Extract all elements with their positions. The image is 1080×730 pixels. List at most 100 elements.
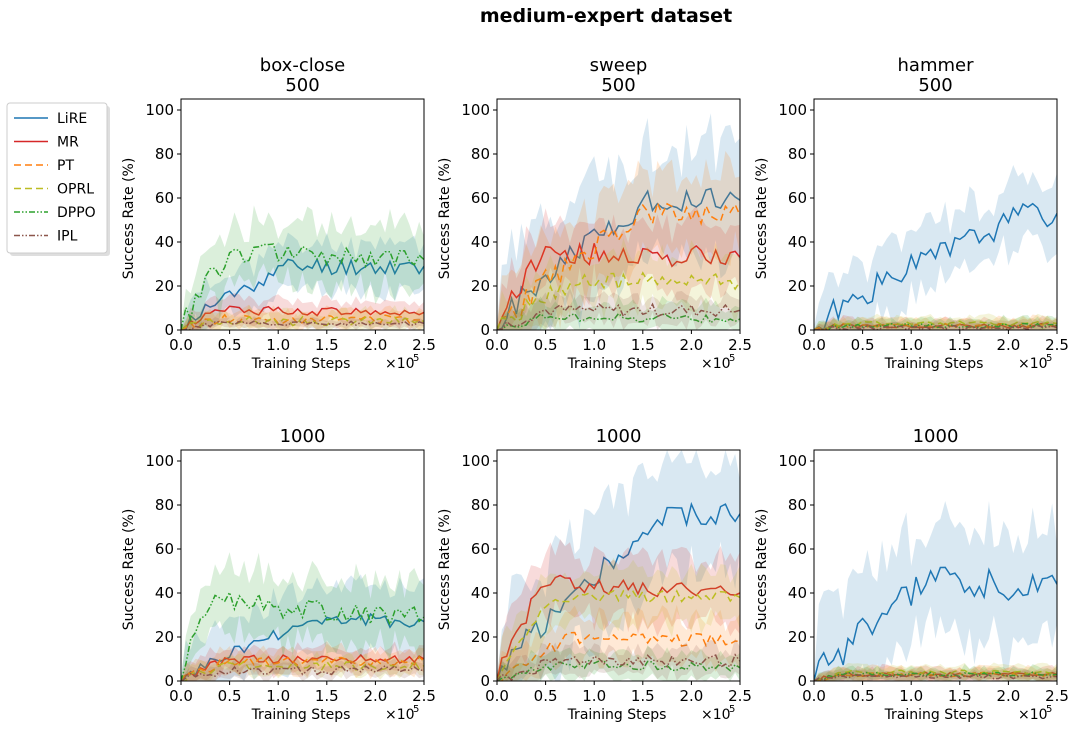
- x-tick-label: 0.0: [485, 687, 509, 705]
- y-tick-label: 20: [788, 277, 807, 295]
- x-tick-label: 2.5: [728, 336, 752, 354]
- panel-title: 1000: [913, 426, 959, 447]
- y-tick-label: 60: [471, 540, 490, 558]
- x-axis-multiplier: ×10: [1018, 356, 1048, 372]
- series-line-pt: [814, 322, 1057, 330]
- y-tick-label: 100: [461, 452, 490, 470]
- band-ipl: [181, 657, 424, 681]
- panel-1: 0.0 0.5 1.0 1.5 2.0 2.5 0 20 40 60 80 100 Training S…: [121, 55, 436, 372]
- band-lire: [814, 164, 1057, 330]
- x-tick-label: 2.0: [679, 336, 703, 354]
- x-axis-exponent: 5: [1046, 704, 1052, 715]
- series-line-dppo: [181, 590, 424, 681]
- y-axis-label: Success Rate (%): [121, 158, 137, 280]
- x-tick-label: 1.0: [582, 687, 606, 705]
- x-tick-label: 1.0: [899, 687, 923, 705]
- figure-suptitle: medium-expert dataset: [480, 5, 732, 27]
- series-line-mr: [497, 574, 740, 681]
- series-line-oprl: [497, 271, 740, 330]
- y-tick-label: 0: [164, 321, 174, 339]
- x-axis-label: Training Steps: [884, 707, 984, 723]
- band-dppo: [497, 645, 740, 681]
- band-ipl: [181, 316, 424, 330]
- y-axis-label: Success Rate (%): [754, 158, 770, 280]
- series-line-dppo: [497, 312, 740, 330]
- legend: LiRE MR PT OPRL DPPO IPL: [6, 102, 110, 256]
- y-tick-label: 80: [788, 496, 807, 514]
- y-tick-label: 80: [155, 496, 174, 514]
- y-tick-label: 40: [788, 233, 807, 251]
- band-pt: [497, 150, 740, 330]
- x-tick-label: 2.5: [728, 687, 752, 705]
- y-tick-label: 80: [471, 496, 490, 514]
- axes-frame: [496, 98, 741, 331]
- series-line-mr: [814, 671, 1057, 681]
- band-lire: [814, 500, 1057, 681]
- y-tick-label: 40: [471, 584, 490, 602]
- x-tick-label: 0.5: [218, 336, 242, 354]
- y-tick-label: 100: [778, 101, 807, 119]
- series-line-pt: [497, 631, 740, 681]
- x-tick-label: 1.5: [948, 336, 972, 354]
- y-tick-label: 20: [471, 277, 490, 295]
- y-tick-label: 60: [788, 189, 807, 207]
- x-tick-label: 0.0: [169, 687, 193, 705]
- panel-5: 0.0 0.5 1.0 1.5 2.0 2.5 0 20 40 60 80 100 Training S…: [437, 426, 752, 723]
- x-tick-label: 2.0: [679, 687, 703, 705]
- series-line-ipl: [497, 653, 740, 681]
- x-tick-label: 0.5: [218, 687, 242, 705]
- series-line-lire: [181, 612, 424, 681]
- y-tick-label: 60: [788, 540, 807, 558]
- legend-label-dppo: DPPO: [57, 205, 96, 221]
- x-axis-exponent: 5: [729, 353, 735, 364]
- x-tick-label: 0.5: [534, 336, 558, 354]
- x-axis-multiplier: ×10: [385, 707, 415, 723]
- series-line-pt: [497, 200, 740, 330]
- y-tick-label: 40: [788, 584, 807, 602]
- y-tick-label: 20: [471, 628, 490, 646]
- chart-grid: 0.0 0.5 1.0 1.5 2.0 2.5 0 20 40 60 80 100 Training S…: [121, 55, 1069, 723]
- x-axis-label: Training Steps: [567, 356, 667, 372]
- y-tick-label: 40: [155, 233, 174, 251]
- legend-label-lire: LiRE: [57, 111, 87, 127]
- x-tick-label: 2.0: [996, 687, 1020, 705]
- x-tick-label: 2.0: [363, 687, 387, 705]
- y-tick-label: 60: [155, 189, 174, 207]
- x-tick-label: 2.0: [996, 336, 1020, 354]
- band-ipl: [497, 638, 740, 681]
- band-oprl: [181, 651, 424, 681]
- y-tick-label: 0: [797, 672, 807, 690]
- band-mr: [181, 293, 424, 330]
- series-line-dppo: [181, 243, 424, 330]
- x-axis-label: Training Steps: [884, 356, 984, 372]
- band-ipl: [497, 287, 740, 330]
- y-tick-label: 0: [480, 321, 490, 339]
- x-tick-label: 1.5: [631, 687, 655, 705]
- x-tick-label: 2.5: [1045, 687, 1069, 705]
- band-mr: [497, 205, 740, 330]
- x-tick-label: 0.5: [534, 687, 558, 705]
- panel-3: 0.0 0.5 1.0 1.5 2.0 2.5 0 20 40 60 80 100 Training S…: [754, 55, 1069, 372]
- y-tick-label: 80: [788, 145, 807, 163]
- y-tick-label: 100: [145, 101, 174, 119]
- x-tick-label: 1.5: [948, 687, 972, 705]
- series-line-oprl: [181, 659, 424, 681]
- axes-frame: [813, 449, 1058, 682]
- band-dppo: [181, 205, 424, 330]
- x-axis-multiplier: ×10: [701, 707, 731, 723]
- x-tick-label: 0.0: [802, 687, 826, 705]
- x-tick-label: 1.0: [266, 336, 290, 354]
- panel-2: 0.0 0.5 1.0 1.5 2.0 2.5 0 20 40 60 80 100 Training S…: [437, 55, 752, 372]
- band-oprl: [497, 557, 740, 681]
- series-line-oprl: [497, 589, 740, 681]
- x-axis-multiplier: ×10: [385, 356, 415, 372]
- legend-label-oprl: OPRL: [57, 182, 94, 198]
- band-lire: [181, 574, 424, 681]
- series-line-mr: [497, 241, 740, 330]
- x-tick-label: 2.5: [1045, 336, 1069, 354]
- x-tick-label: 0.0: [802, 336, 826, 354]
- x-tick-label: 0.0: [485, 336, 509, 354]
- series-line-ipl: [181, 664, 424, 681]
- x-tick-label: 1.0: [266, 687, 290, 705]
